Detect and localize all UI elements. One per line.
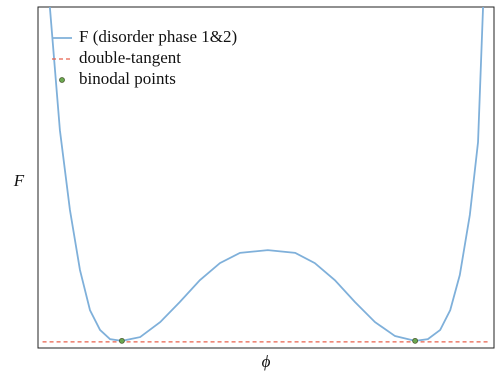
- plot-frame: [37, 6, 495, 349]
- legend-label: binodal points: [79, 69, 176, 88]
- curve: [48, 7, 484, 342]
- x-axis-label: ϕ: [262, 352, 271, 371]
- binodal-point: [412, 337, 419, 344]
- binodal-point: [119, 337, 125, 344]
- y-axis-label: F: [13, 171, 25, 190]
- legend-label: double-tangent: [79, 48, 181, 67]
- legend-label: F (disorder phase 1&2): [79, 27, 237, 46]
- legend-marker: [59, 77, 65, 83]
